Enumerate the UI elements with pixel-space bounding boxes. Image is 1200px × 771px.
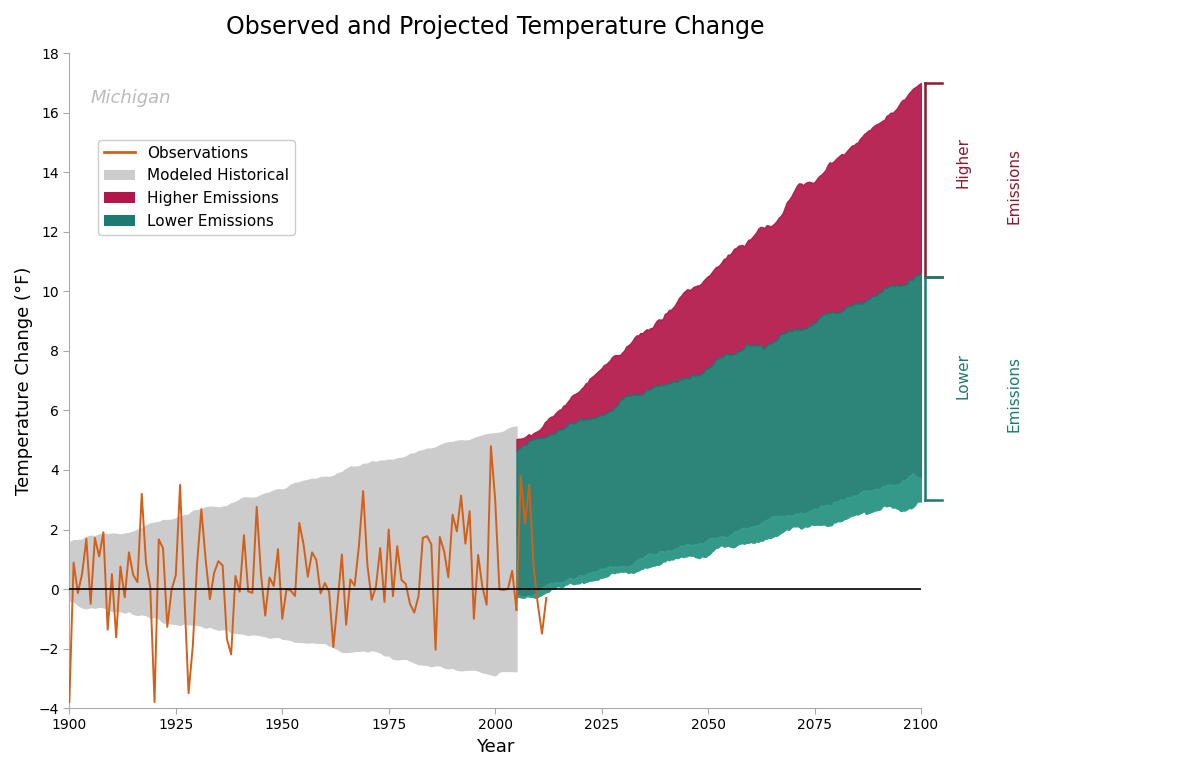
Text: Michigan: Michigan <box>91 89 172 107</box>
Legend: Observations, Modeled Historical, Higher Emissions, Lower Emissions: Observations, Modeled Historical, Higher… <box>98 140 295 235</box>
X-axis label: Year: Year <box>476 738 515 756</box>
Text: Higher: Higher <box>955 136 970 187</box>
Title: Observed and Projected Temperature Change: Observed and Projected Temperature Chang… <box>226 15 764 39</box>
Text: Lower: Lower <box>955 353 970 399</box>
Text: Emissions: Emissions <box>1006 356 1021 432</box>
Y-axis label: Temperature Change (°F): Temperature Change (°F) <box>14 267 34 495</box>
Text: Emissions: Emissions <box>1006 148 1021 224</box>
